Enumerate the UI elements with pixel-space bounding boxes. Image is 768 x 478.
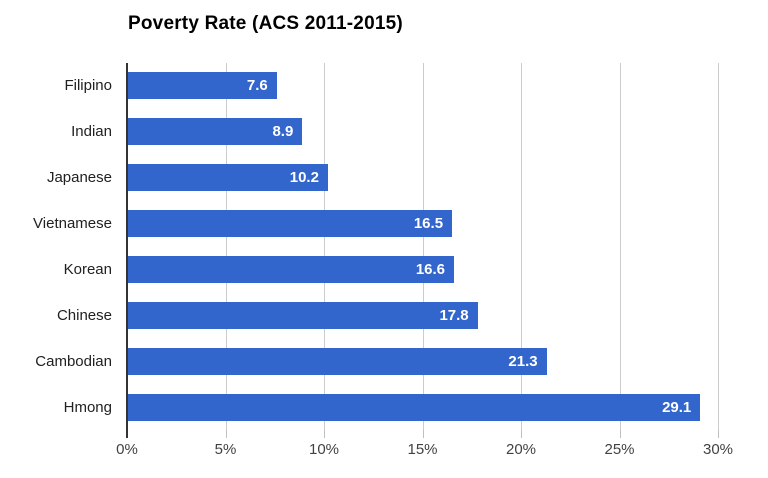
bar-row: Japanese 10.2 xyxy=(0,155,718,201)
gridline xyxy=(225,63,227,430)
bar-row: Cambodian 21.3 xyxy=(0,338,718,384)
category-label: Hmong xyxy=(63,398,112,416)
bar: 21.3 xyxy=(127,347,547,375)
bar-track: 21.3 xyxy=(127,347,718,375)
bar-row: Vietnamese 16.5 xyxy=(0,201,718,247)
category-label: Chinese xyxy=(56,306,112,324)
bar-track: 7.6 xyxy=(127,72,718,100)
category-label: Japanese xyxy=(46,169,112,187)
category-label: Indian xyxy=(71,123,112,141)
x-tick-label: 20% xyxy=(505,441,537,458)
bar-value-label: 16.5 xyxy=(413,215,444,233)
gridline xyxy=(422,63,424,430)
axis-tick xyxy=(718,430,719,438)
bar-row: Hmong 29.1 xyxy=(0,384,718,430)
x-axis-labels: 0% 5% 10% 15% 20% 25% 30% xyxy=(116,441,733,461)
bar-row: Korean 16.6 xyxy=(0,247,718,293)
x-tick-label: 30% xyxy=(702,441,734,458)
axis-tick xyxy=(324,430,325,438)
bar-value-label: 29.1 xyxy=(662,398,692,416)
x-tick-label: 15% xyxy=(407,441,438,458)
bar: 8.9 xyxy=(127,118,303,146)
bar-track: 10.2 xyxy=(127,164,718,192)
bar-rows: Filipino 7.6 Indian 8.9 Japanese 10.2 Vietname… xyxy=(0,63,718,430)
bar: 17.8 xyxy=(127,301,478,329)
bar-value-label: 7.6 xyxy=(246,77,268,95)
bar: 10.2 xyxy=(127,164,328,192)
gridline xyxy=(718,63,719,430)
x-tick-label: 0% xyxy=(116,441,138,458)
y-axis-line xyxy=(126,63,128,438)
gridline xyxy=(324,63,325,430)
x-tick-label: 25% xyxy=(604,441,635,458)
bar-track: 16.6 xyxy=(127,255,718,283)
bar-track: 16.5 xyxy=(127,210,718,238)
bar: 16.6 xyxy=(127,255,455,283)
axis-tick xyxy=(422,430,424,438)
axis-tick xyxy=(521,430,522,438)
bar-row: Filipino 7.6 xyxy=(0,63,718,109)
x-tick-label: 10% xyxy=(308,441,340,458)
bar: 7.6 xyxy=(127,72,277,100)
bar-value-label: 21.3 xyxy=(508,352,538,370)
bar-row: Indian 8.9 xyxy=(0,109,718,155)
bar-value-label: 8.9 xyxy=(272,123,294,141)
bar-row: Chinese 17.8 xyxy=(0,292,718,338)
bar-value-label: 10.2 xyxy=(289,169,319,187)
category-label: Vietnamese xyxy=(33,215,112,233)
category-label: Korean xyxy=(63,260,112,278)
axis-tick xyxy=(225,430,227,438)
plot-area: Filipino 7.6 Indian 8.9 Japanese 10.2 Vietname… xyxy=(0,63,733,473)
bar: 16.5 xyxy=(127,210,453,238)
bar-value-label: 16.6 xyxy=(415,260,446,278)
category-label: Cambodian xyxy=(35,352,112,370)
bar-value-label: 17.8 xyxy=(439,306,469,324)
x-tick-label: 5% xyxy=(214,441,237,458)
bar-track: 17.8 xyxy=(127,301,718,329)
axis-tick xyxy=(619,430,621,438)
category-label: Filipino xyxy=(64,77,112,95)
gridline xyxy=(619,63,621,430)
bar: 29.1 xyxy=(127,393,701,421)
bar-track: 8.9 xyxy=(127,118,718,146)
gridline xyxy=(521,63,522,430)
bar-track: 29.1 xyxy=(127,393,718,421)
chart-title: Poverty Rate (ACS 2011-2015) xyxy=(128,13,403,34)
